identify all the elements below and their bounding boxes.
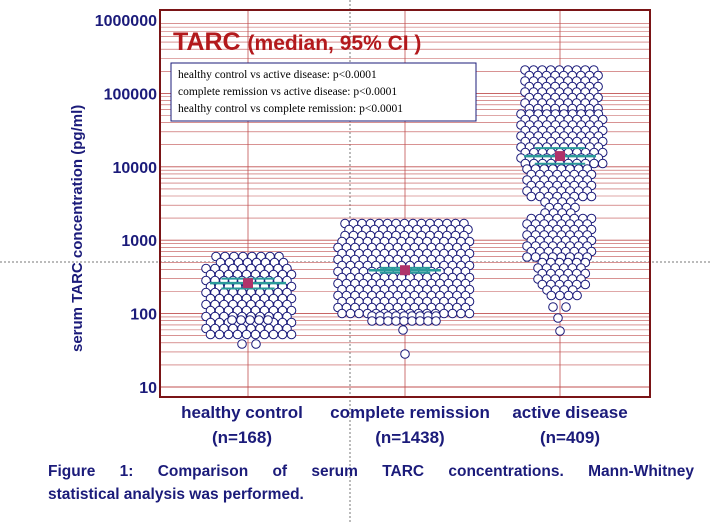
stats-annotation-line: complete remission vs active disease: p<…	[178, 86, 397, 98]
y-tick-labels: 10 100 1000 10000 100000 1000000	[95, 13, 157, 397]
data-point	[345, 308, 356, 319]
data-point	[400, 349, 410, 359]
category-count: (n=409)	[540, 428, 600, 447]
data-point	[423, 316, 433, 326]
median-ci-markers	[210, 147, 596, 290]
stats-annotation-line: healthy control vs complete remission: p…	[178, 103, 403, 115]
data-point	[214, 329, 225, 340]
data-point	[383, 316, 393, 326]
data-point	[464, 308, 475, 319]
data-point	[439, 308, 449, 319]
data-point	[553, 313, 563, 323]
median-marker	[400, 265, 410, 276]
data-point	[580, 279, 591, 290]
data-point	[232, 329, 243, 340]
category-label: healthy control	[181, 403, 303, 422]
data-point	[563, 290, 574, 301]
y-tick-label: 1000000	[95, 13, 157, 30]
chart-title: TARC (median, 95% CI )	[173, 28, 421, 56]
stats-annotation-line: healthy control vs active disease: p<0.0…	[178, 69, 377, 81]
y-tick-label: 10	[139, 380, 157, 397]
data-point	[205, 329, 216, 340]
data-point	[251, 339, 261, 349]
category-label: complete remission	[330, 403, 490, 422]
data-point	[241, 329, 252, 340]
figure-caption: Figure 1: Comparison of serum TARC conce…	[48, 460, 694, 506]
category-count: (n=168)	[212, 428, 272, 447]
data-point	[526, 191, 537, 202]
data-point	[237, 339, 247, 349]
data-point	[223, 329, 234, 340]
y-tick-label: 100000	[104, 86, 157, 103]
stats-annotation-box: healthy control vs active disease: p<0.0…	[170, 62, 477, 122]
data-point	[259, 329, 270, 340]
data-point	[236, 315, 246, 325]
data-point	[367, 316, 377, 326]
data-point	[415, 316, 425, 326]
median-marker	[555, 151, 565, 162]
data-point	[597, 158, 608, 169]
data-point	[375, 316, 385, 326]
data-point	[227, 315, 237, 325]
data-point	[555, 290, 565, 301]
y-tick-label: 100	[130, 307, 157, 324]
median-marker	[243, 278, 253, 289]
data-point	[572, 290, 582, 301]
category-labels: healthy control (n=168) complete remission…	[181, 403, 628, 447]
data-point	[245, 315, 255, 325]
data-point	[399, 316, 409, 326]
data-point	[277, 329, 288, 340]
data-point	[561, 302, 571, 312]
data-point	[398, 325, 408, 335]
y-axis-label: serum TARC concentration (pg/ml)	[69, 105, 86, 352]
data-point	[555, 326, 565, 336]
data-point	[263, 315, 273, 325]
data-point	[578, 191, 588, 202]
data-point	[407, 316, 417, 326]
data-point	[548, 302, 558, 312]
data-point	[268, 329, 279, 340]
caption-line-2: statistical analysis was performed.	[48, 486, 304, 503]
data-point	[354, 308, 364, 319]
caption-line-1: Figure 1: Comparison of serum TARC conce…	[48, 463, 694, 480]
category-label: active disease	[512, 403, 627, 422]
y-tick-label: 1000	[121, 233, 157, 250]
data-point	[586, 191, 597, 202]
data-point	[254, 315, 264, 325]
data-point	[250, 329, 261, 340]
category-count: (n=1438)	[375, 428, 444, 447]
data-point	[391, 316, 401, 326]
y-tick-label: 10000	[113, 160, 158, 177]
data-point	[447, 308, 458, 319]
data-point	[456, 308, 466, 319]
data-point	[286, 329, 297, 340]
plot-frame	[159, 9, 651, 398]
data-point	[431, 316, 441, 326]
data-point	[337, 308, 347, 319]
data-point	[522, 252, 532, 262]
data-point	[546, 290, 557, 301]
